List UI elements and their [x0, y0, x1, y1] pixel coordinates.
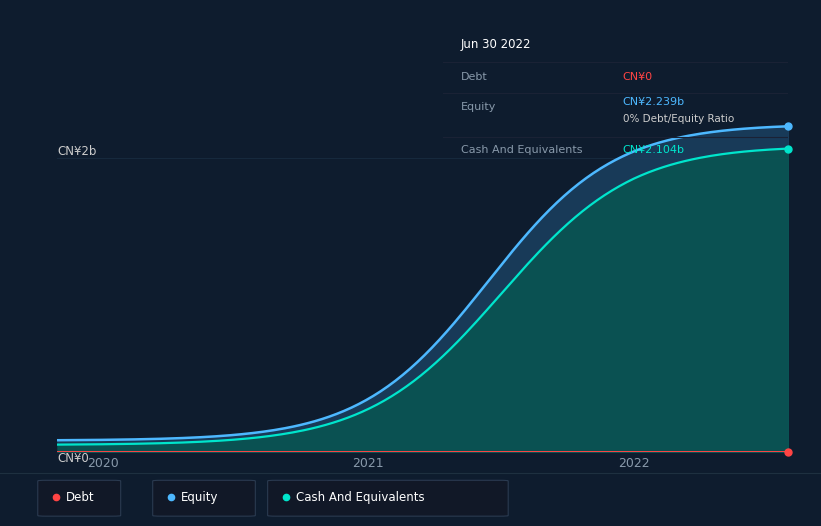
Text: CN¥0: CN¥0 [622, 73, 653, 83]
Text: Debt: Debt [461, 73, 488, 83]
Text: CN¥2.104b: CN¥2.104b [622, 145, 685, 155]
FancyBboxPatch shape [38, 480, 121, 516]
Text: CN¥2b: CN¥2b [57, 145, 97, 158]
Text: CN¥2.239b: CN¥2.239b [622, 97, 685, 107]
Text: Debt: Debt [66, 491, 94, 503]
Text: Cash And Equivalents: Cash And Equivalents [296, 491, 424, 503]
FancyBboxPatch shape [268, 480, 508, 516]
Text: Jun 30 2022: Jun 30 2022 [461, 38, 531, 50]
Text: Cash And Equivalents: Cash And Equivalents [461, 145, 582, 155]
Text: CN¥0: CN¥0 [57, 452, 89, 466]
Text: 0% Debt/Equity Ratio: 0% Debt/Equity Ratio [622, 114, 734, 124]
FancyBboxPatch shape [153, 480, 255, 516]
Text: Equity: Equity [181, 491, 218, 503]
Text: Equity: Equity [461, 102, 496, 112]
